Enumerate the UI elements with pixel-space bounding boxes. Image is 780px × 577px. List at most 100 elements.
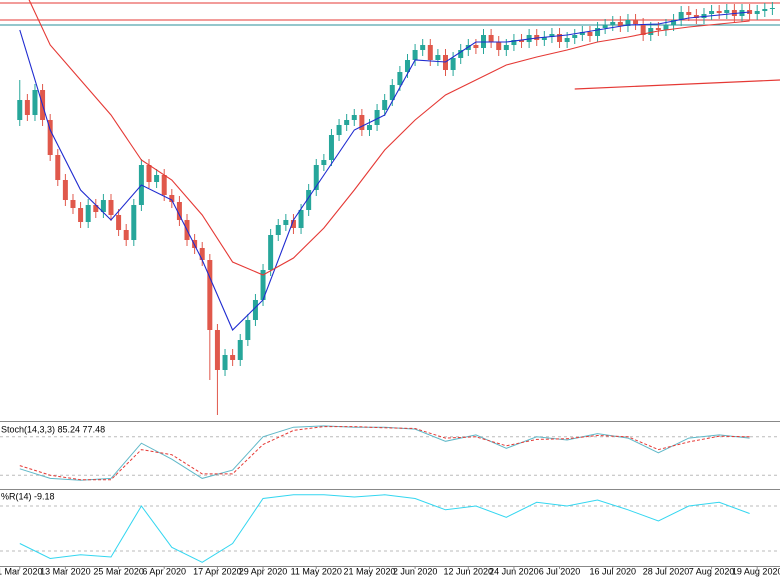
candle-body: [328, 135, 334, 160]
candle-body: [93, 205, 99, 212]
candle-body: [131, 205, 137, 240]
candle-body: [587, 32, 593, 36]
candle-body: [503, 45, 509, 50]
candle-body: [633, 20, 639, 24]
candle-body: [602, 25, 608, 28]
trend-line: [574, 79, 780, 90]
candle-body: [214, 330, 220, 370]
x-tick-label: 12 Jun 2020: [444, 566, 494, 576]
candle-body: [78, 208, 84, 222]
candle-body: [62, 180, 68, 200]
candle-body: [397, 72, 403, 85]
candle-body: [146, 165, 152, 182]
candle-body: [473, 45, 479, 48]
candle-body: [161, 175, 167, 195]
candle-body: [420, 45, 426, 50]
candle-body: [359, 115, 365, 130]
candle-body: [313, 165, 319, 190]
candle-body: [108, 200, 114, 215]
candle-body: [321, 160, 327, 165]
candle-body: [564, 38, 570, 42]
candle-body: [450, 58, 456, 70]
indicator-title: %R(14) -9.18: [1, 491, 55, 501]
x-tick-label: 19 Aug 2020: [732, 566, 780, 576]
candle-body: [100, 200, 106, 212]
candle-body: [716, 11, 722, 13]
indicator-line: [19, 426, 750, 481]
x-tick-label: 6 Apr 2020: [142, 566, 186, 576]
x-tick-label: 28 Jul 2020: [643, 566, 690, 576]
candle-body: [404, 60, 410, 72]
candle-body: [762, 9, 768, 11]
candle-body: [427, 45, 433, 60]
x-tick-label: 2 Jun 2020: [393, 566, 438, 576]
x-tick-label: 13 Mar 2020: [40, 566, 91, 576]
candle-body: [123, 230, 129, 240]
candle-body: [230, 355, 236, 360]
candle-body: [519, 40, 525, 42]
candle-body: [252, 300, 258, 320]
candle-body: [496, 42, 502, 50]
candle-body: [541, 37, 547, 40]
x-tick-label: 17 Apr 2020: [193, 566, 242, 576]
candle-body: [290, 220, 296, 228]
candle-body: [70, 200, 76, 208]
candle-body: [655, 28, 661, 30]
x-tick-label: 21 May 2020: [343, 566, 395, 576]
candle-body: [693, 15, 699, 18]
candle-body: [222, 355, 228, 370]
x-tick-label: 6 Jul 2020: [539, 566, 581, 576]
x-tick-label: 24 Jun 2020: [489, 566, 539, 576]
candle-body: [366, 125, 372, 130]
x-tick-label: 29 Apr 2020: [239, 566, 288, 576]
candle-body: [298, 210, 304, 228]
candle-body: [268, 235, 274, 270]
candle-body: [640, 24, 646, 35]
candle-body: [283, 220, 289, 225]
candle-body: [260, 270, 266, 300]
candle-body: [488, 35, 494, 42]
candle-body: [237, 340, 243, 360]
candle-body: [709, 11, 715, 14]
x-tick-label: 25 Mar 2020: [93, 566, 144, 576]
candle-body: [55, 155, 61, 180]
indicator-line: [19, 425, 750, 481]
candle-body: [557, 34, 563, 42]
candle-body: [412, 50, 418, 60]
candle-body: [336, 125, 342, 135]
stoch-panel: [0, 425, 780, 481]
candle-body: [47, 120, 53, 155]
candle-body: [549, 34, 555, 37]
candle-body: [169, 195, 175, 202]
x-tick-label: 16 Jul 2020: [589, 566, 636, 576]
candle-body: [389, 85, 395, 100]
candle-body: [344, 120, 350, 125]
candle-body: [85, 205, 91, 222]
candle-body: [351, 115, 357, 120]
price-panel: [0, 0, 780, 415]
candle-body: [663, 25, 669, 30]
indicator-line: [19, 494, 750, 563]
candle-body: [154, 175, 160, 182]
candle-body: [511, 40, 517, 45]
candle-body: [306, 190, 312, 210]
moving-average: [28, 0, 750, 276]
candle-body: [32, 90, 38, 115]
candle-body: [617, 22, 623, 26]
x-tick-label: 11 May 2020: [291, 566, 342, 576]
candle-body: [458, 50, 464, 58]
candle-body: [24, 100, 30, 115]
candle-body: [671, 20, 677, 25]
candle-body: [176, 202, 182, 220]
candle-body: [648, 28, 654, 35]
x-tick-label: 7 Aug 2020: [689, 566, 735, 576]
candle-body: [245, 320, 251, 340]
candle-body: [595, 28, 601, 36]
candle-body: [199, 248, 205, 260]
candle-body: [610, 22, 616, 25]
candle-body: [382, 100, 388, 110]
candle-body: [435, 55, 441, 60]
candle-body: [275, 225, 281, 235]
x-tick-label: 1 Mar 2020: [0, 566, 43, 576]
